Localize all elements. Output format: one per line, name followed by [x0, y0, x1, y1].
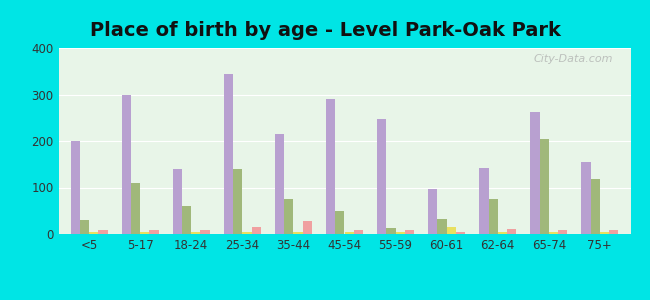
Bar: [242, 232, 252, 234]
Bar: [191, 232, 200, 234]
Bar: [98, 230, 107, 234]
Bar: [549, 232, 558, 234]
Bar: [335, 211, 345, 234]
Bar: [233, 169, 242, 234]
Bar: [489, 199, 498, 234]
Bar: [224, 74, 233, 234]
Bar: [71, 141, 80, 234]
Bar: [396, 232, 405, 234]
Bar: [591, 179, 600, 234]
Bar: [252, 227, 261, 234]
Bar: [344, 232, 354, 234]
Bar: [122, 94, 131, 234]
Bar: [498, 232, 507, 234]
Bar: [131, 183, 140, 234]
Bar: [558, 230, 567, 234]
Bar: [284, 199, 293, 234]
Bar: [507, 229, 516, 234]
Bar: [326, 99, 335, 234]
Bar: [386, 228, 396, 234]
Bar: [530, 112, 540, 234]
Bar: [80, 220, 89, 234]
Bar: [540, 139, 549, 234]
Bar: [173, 169, 182, 234]
Bar: [456, 232, 465, 234]
Bar: [200, 230, 210, 234]
Bar: [600, 232, 609, 234]
Bar: [89, 232, 98, 234]
Text: Place of birth by age - Level Park-Oak Park: Place of birth by age - Level Park-Oak P…: [90, 21, 560, 40]
Bar: [428, 189, 437, 234]
Bar: [293, 232, 303, 234]
Bar: [479, 167, 489, 234]
Bar: [582, 162, 591, 234]
Bar: [437, 219, 447, 234]
Bar: [140, 232, 150, 234]
Text: City-Data.com: City-Data.com: [534, 54, 614, 64]
Bar: [447, 227, 456, 234]
Bar: [354, 230, 363, 234]
Bar: [275, 134, 284, 234]
Bar: [609, 230, 618, 234]
Bar: [303, 221, 312, 234]
Bar: [377, 119, 386, 234]
Bar: [150, 230, 159, 234]
Bar: [182, 206, 191, 234]
Bar: [405, 230, 414, 234]
